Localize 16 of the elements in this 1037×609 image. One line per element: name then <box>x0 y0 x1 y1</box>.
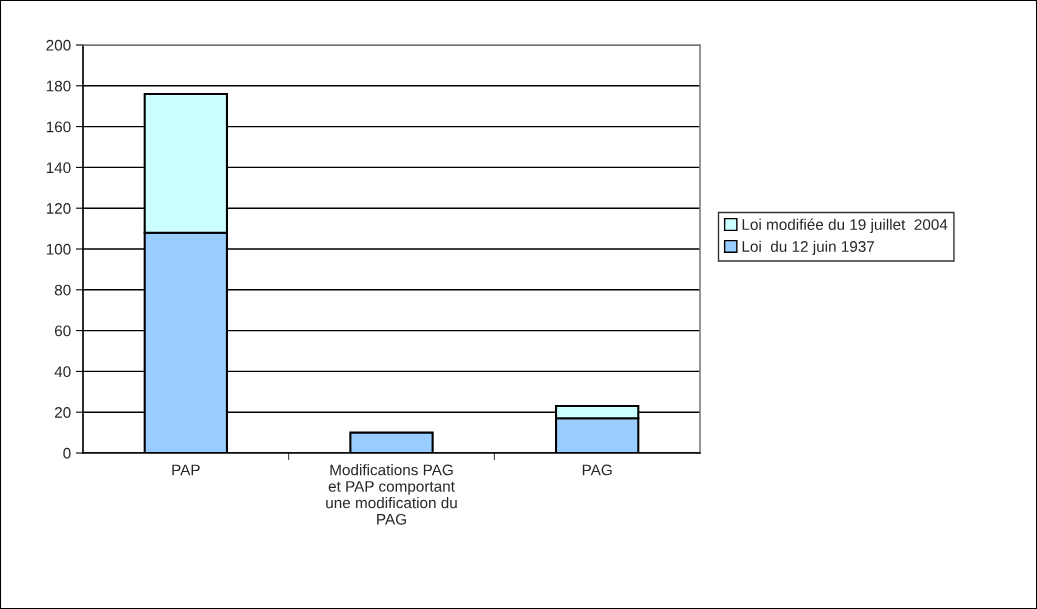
y-tick-label: 40 <box>54 366 71 378</box>
x-tick-label: Modifications PAG et PAP comportant une modification du PAG <box>326 464 457 525</box>
y-tick-label: 140 <box>46 162 71 174</box>
y-tick-label: 0 <box>63 447 71 459</box>
y-tick-label: 60 <box>54 325 71 337</box>
y-tick-label: 160 <box>46 121 71 133</box>
legend-label: Loi du 12 juin 1937 <box>742 240 875 255</box>
y-tick-label: 120 <box>46 203 71 214</box>
y-tick-label: 80 <box>54 284 71 296</box>
y-tick-label: 100 <box>46 243 71 255</box>
x-tick-label: PAG <box>582 464 612 476</box>
y-tick-label: 20 <box>54 407 71 418</box>
y-tick-label: 180 <box>46 80 71 92</box>
legend-label: Loi modifiée du 19 juillet 2004 <box>742 218 948 233</box>
y-tick-label: 200 <box>46 39 71 51</box>
x-tick-label: PAP <box>172 464 200 476</box>
